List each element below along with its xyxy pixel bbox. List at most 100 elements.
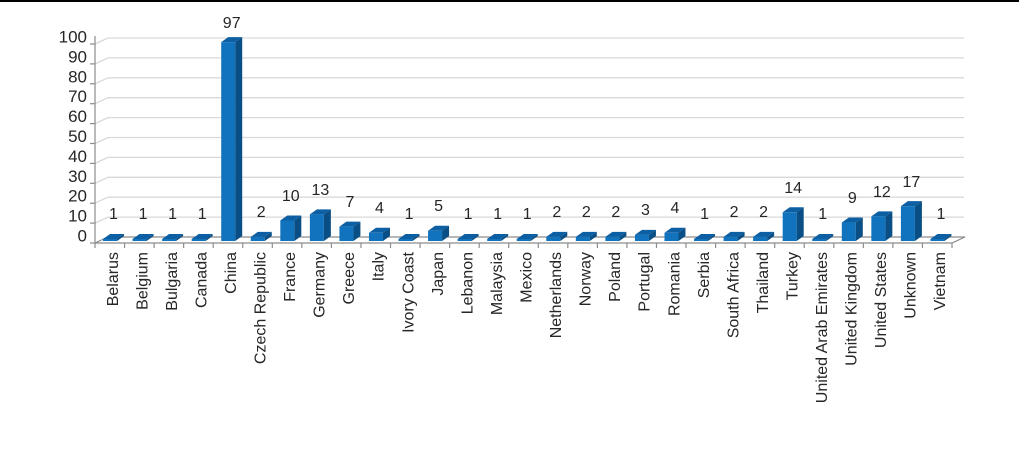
bar-side-face: [648, 229, 656, 241]
bar: [753, 236, 768, 241]
gridline-sidewall-segment: [94, 176, 109, 184]
bar-value-label: 1: [139, 206, 148, 223]
bar-value-label: 1: [464, 206, 473, 223]
bar: [841, 222, 856, 241]
x-axis-label: Japan: [430, 252, 447, 296]
x-axis-label: Belarus: [105, 252, 122, 306]
x-axis-label: China: [223, 252, 240, 294]
x-axis-label: Bulgaria: [164, 252, 181, 311]
x-axis-label: United Kingdom: [844, 252, 861, 366]
bar: [575, 236, 590, 241]
bar-value-label: 1: [700, 206, 709, 223]
bar-side-face: [796, 207, 804, 241]
bar-side-face: [560, 231, 568, 241]
gridline-sidewall-segment: [94, 196, 109, 204]
bar-side-face: [471, 233, 479, 241]
bar-value-label: 17: [902, 174, 920, 191]
bar: [103, 238, 117, 241]
bar: [162, 238, 177, 241]
bar-side-face: [619, 231, 627, 241]
bar-side-face: [737, 231, 745, 241]
bar-value-label: 2: [552, 204, 561, 221]
bar-value-label: 97: [223, 15, 241, 32]
y-axis-label: 40: [68, 147, 87, 166]
bar-value-label: 4: [671, 200, 680, 217]
gridline-sidewall-segment: [94, 97, 109, 105]
bar-value-label: 1: [168, 206, 177, 223]
x-axis-label: Poland: [607, 252, 624, 302]
bar-side-face: [914, 201, 922, 241]
y-axis-label: 90: [68, 47, 87, 66]
bar: [516, 238, 531, 241]
bar-side-face: [117, 233, 124, 241]
bar: [428, 230, 443, 241]
bar: [723, 236, 738, 241]
x-axis-label: Norway: [578, 252, 595, 306]
y-axis-label: 80: [68, 67, 87, 86]
x-axis-label: Romania: [666, 252, 683, 316]
x-axis-label: South Africa: [725, 252, 742, 338]
x-axis-label: Germany: [312, 252, 329, 318]
bar-value-label: 1: [493, 206, 502, 223]
gridline-sidewall-segment: [94, 77, 109, 85]
bar-side-face: [264, 231, 272, 241]
bar-value-label: 3: [641, 202, 650, 219]
x-axis-label: Canada: [193, 252, 210, 308]
x-axis-label: Thailand: [755, 252, 772, 313]
bar: [191, 238, 206, 241]
bar-value-label: 1: [936, 206, 945, 223]
bar-side-face: [442, 225, 450, 241]
bar: [398, 238, 413, 241]
bar-value-label: 1: [198, 206, 207, 223]
y-axis-label: 100: [59, 28, 87, 47]
y-axis-label: 50: [68, 127, 87, 146]
x-axis-label: Greece: [341, 252, 358, 305]
bar: [280, 220, 295, 241]
x-axis-label: Ivory Coast: [400, 251, 417, 332]
bar-value-label: 2: [759, 204, 768, 221]
bar-value-label: 1: [523, 206, 532, 223]
bar-value-label: 2: [582, 204, 591, 221]
bar: [634, 234, 649, 241]
bar-value-label: 12: [873, 184, 891, 201]
bar: [664, 232, 679, 241]
bar-value-label: 4: [375, 200, 384, 217]
bar-value-label: 13: [311, 182, 329, 199]
bar: [221, 42, 236, 242]
top-border-line: [0, 0, 1019, 2]
x-axis-label: Czech Republic: [253, 252, 270, 364]
bar-side-face: [944, 233, 952, 241]
x-axis-label: Portugal: [637, 252, 654, 312]
bar-side-face: [412, 233, 420, 241]
bar-value-label: 1: [109, 206, 118, 223]
bar-side-face: [205, 233, 213, 241]
bar: [457, 238, 472, 241]
bar-side-face: [885, 211, 893, 241]
bar-value-label: 1: [405, 206, 414, 223]
bar-side-face: [382, 227, 390, 241]
bar: [339, 226, 354, 241]
x-axis-label: Malaysia: [489, 252, 506, 315]
x-axis-label: France: [282, 252, 299, 302]
bar-value-label: 2: [611, 204, 620, 221]
bar: [900, 206, 915, 241]
x-axis-label: Vietnam: [932, 252, 949, 310]
bar-side-face: [235, 37, 243, 242]
x-axis-label: Belgium: [134, 252, 151, 310]
y-axis-label: 30: [68, 167, 87, 186]
bar: [132, 238, 147, 241]
bar: [250, 236, 265, 241]
gridline-sidewall-segment: [94, 156, 109, 164]
bar-side-face: [323, 209, 331, 241]
bar: [694, 238, 709, 241]
y-axis-label: 10: [68, 207, 87, 226]
bar: [546, 236, 561, 241]
bar-value-label: 1: [818, 206, 827, 223]
y-axis-label: 0: [78, 227, 87, 246]
bar-side-face: [678, 227, 686, 241]
x-axis-label: Unknown: [903, 252, 920, 319]
y-axis-label: 20: [68, 187, 87, 206]
x-axis-label: Lebanon: [459, 252, 476, 314]
bar-value-label: 14: [784, 180, 802, 197]
